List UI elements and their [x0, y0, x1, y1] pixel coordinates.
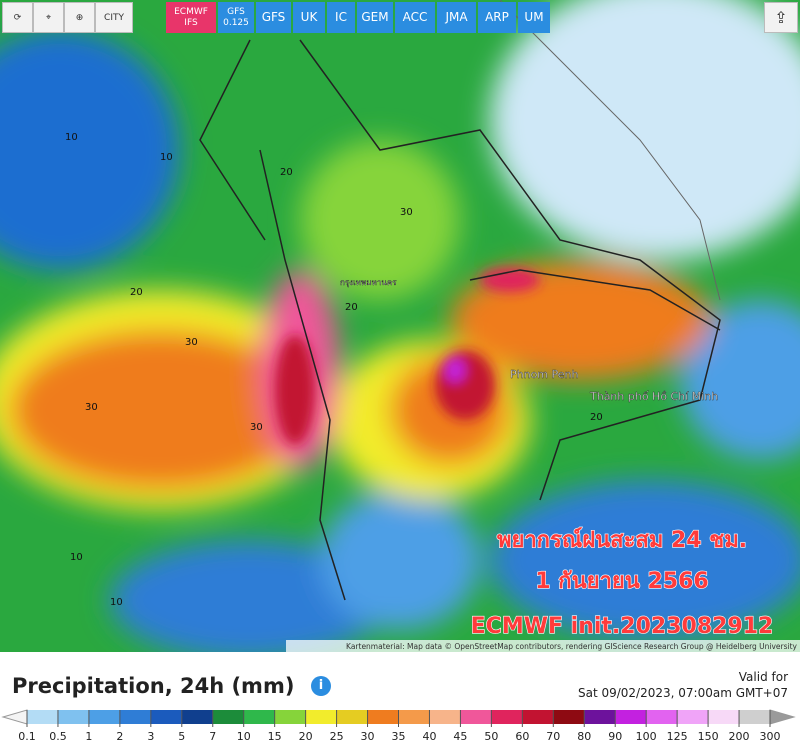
contour-label: 20 [130, 287, 143, 298]
contour-label: 30 [400, 207, 413, 218]
scale-label: 50 [484, 730, 498, 743]
location-button[interactable]: ⌖ [33, 2, 64, 33]
contour-label: 10 [65, 132, 78, 143]
contour-label: 30 [185, 337, 198, 348]
model-button[interactable]: UK [293, 2, 325, 33]
contour-label: 20 [345, 302, 358, 313]
scale-arrow-high [769, 709, 796, 725]
precip-field [0, 0, 800, 652]
scale-swatch [708, 710, 740, 724]
scale-label: 90 [608, 730, 622, 743]
scale-label: 0.5 [49, 730, 67, 743]
scale-swatch [27, 710, 59, 724]
model-button[interactable]: GFS [256, 2, 291, 33]
scale-label: 300 [760, 730, 781, 743]
scale-label: 125 [667, 730, 688, 743]
scale-label: 45 [453, 730, 467, 743]
model-button[interactable]: JMA [437, 2, 476, 33]
scale-label: 150 [698, 730, 719, 743]
contour-label: 20 [590, 412, 603, 423]
model-button[interactable]: ARP [478, 2, 516, 33]
overlay-text: พยากรณ์ฝนสะสม 24 ชม. [497, 527, 747, 553]
scale-label: 25 [330, 730, 344, 743]
model-button[interactable]: GEM [357, 2, 393, 33]
scale-swatch [491, 710, 523, 724]
info-icon[interactable]: i [311, 676, 331, 696]
scale-swatch [460, 710, 492, 724]
contour-label: 30 [85, 402, 98, 413]
scale-swatch [677, 710, 709, 724]
scale-swatch [553, 710, 585, 724]
scale-label: 70 [546, 730, 560, 743]
scale-swatch [646, 710, 678, 724]
overlay-text: ECMWF init.2023082912 [471, 614, 774, 639]
place-label: กรุงเทพมหานคร [340, 278, 397, 287]
scale-swatch [88, 710, 121, 724]
scale-label: 3 [147, 730, 154, 743]
map-layer: 10 10 20 20 30 30 30 20 10 30 20 10 Phnom Penh Thành … [0, 0, 800, 652]
zoom-button[interactable]: ⊕ [64, 2, 95, 33]
scale-label: 60 [515, 730, 529, 743]
scale-swatch [274, 710, 307, 724]
contour-label: 20 [280, 167, 293, 178]
map[interactable]: 10 10 20 20 30 30 30 20 10 30 20 10 Phnom Penh Thành … [0, 0, 800, 652]
scale-label: 7 [209, 730, 216, 743]
scale-swatch [522, 710, 554, 724]
reload-button[interactable]: ⟳ [2, 2, 33, 33]
attribution: Kartenmaterial: Map data © OpenStreetMap… [346, 642, 798, 651]
scale-label: 1 [85, 730, 92, 743]
scale-label: 5 [178, 730, 185, 743]
scale-swatch [119, 710, 152, 724]
scale-label: 80 [577, 730, 591, 743]
scale-swatch [739, 710, 771, 724]
borders [199, 39, 721, 601]
legend-title: Precipitation, 24h (mm) [12, 674, 295, 698]
contour-label: 30 [250, 422, 263, 433]
scale-label: 200 [729, 730, 750, 743]
contour-label: 10 [160, 152, 173, 163]
overlay-text: 1 กันยายน 2566 [535, 569, 708, 594]
scale-label: 15 [268, 730, 282, 743]
model-button[interactable]: UM [518, 2, 550, 33]
scale-label: 100 [636, 730, 657, 743]
scale-label: 0.1 [18, 730, 36, 743]
scale-swatch [243, 710, 276, 724]
share-button[interactable]: ⇪ [764, 2, 798, 33]
precip-cores [275, 268, 540, 445]
scale-label: 30 [361, 730, 375, 743]
model-button[interactable]: GFS 0.125 [218, 2, 254, 33]
scale-arrow-low [1, 709, 28, 725]
contour-label: 10 [110, 597, 123, 608]
coast [499, 0, 721, 301]
scale-swatch [150, 710, 183, 724]
place-label: Thành phố Hồ Chí Minh [589, 390, 718, 403]
scale-swatch [429, 710, 461, 724]
scale-swatch [181, 710, 214, 724]
contour-label: 10 [70, 552, 83, 563]
scale-swatch [212, 710, 245, 724]
scale-label: 40 [422, 730, 436, 743]
scale-swatch [615, 710, 647, 724]
scale-swatch [584, 710, 616, 724]
scale-label: 35 [392, 730, 406, 743]
attribution-bg [286, 640, 800, 652]
scale-swatch [336, 710, 369, 724]
scale-swatch [57, 710, 90, 724]
scale-swatch [367, 710, 399, 724]
model-button[interactable]: IC [327, 2, 355, 33]
model-button[interactable]: ECMWF IFS [166, 2, 216, 33]
scale-label: 20 [299, 730, 313, 743]
scale-label: 2 [116, 730, 123, 743]
valid-label: Valid for [738, 670, 788, 684]
city-button[interactable]: CITY [95, 2, 133, 33]
legend: Precipitation, 24h (mm) i Valid for Sat … [0, 652, 800, 753]
valid-time: Sat 09/02/2023, 07:00am GMT+07 [577, 686, 788, 700]
model-button[interactable]: ACC [395, 2, 435, 33]
color-scale: 0.1 0.5 1 2 3 5 7 10 15 20 25 30 35 40 45 50 60 70 80 90 100… [1, 709, 796, 743]
scale-swatch [305, 710, 338, 724]
place-label: Phnom Penh [510, 368, 578, 381]
scale-swatch [398, 710, 430, 724]
scale-label: 10 [237, 730, 251, 743]
